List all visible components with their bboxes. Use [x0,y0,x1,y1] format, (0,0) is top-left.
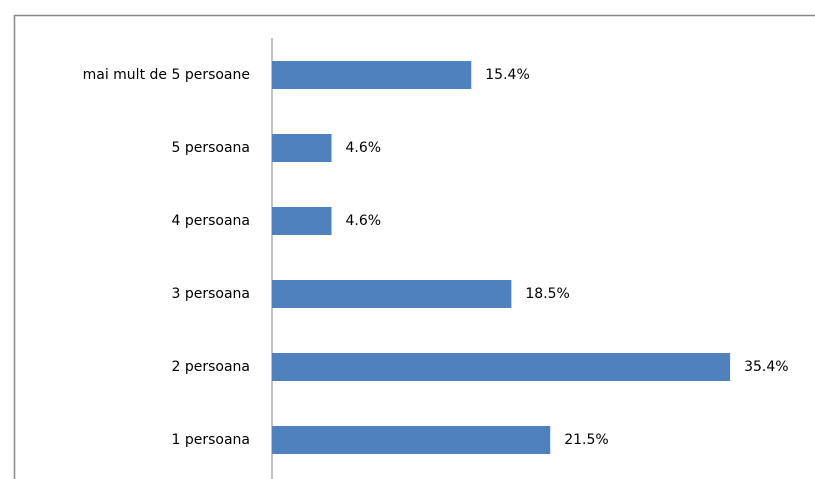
bar [272,426,551,454]
category-label: 2 persoana [171,359,250,375]
bar [272,207,332,235]
bar [272,134,332,162]
value-label: 15.4% [485,67,529,83]
category-label: 1 persoana [171,432,250,448]
bar [272,61,472,89]
value-label: 18.5% [525,286,569,302]
category-label: 4 persoana [171,213,250,229]
category-label: 5 persoana [171,140,250,156]
value-label: 4.6% [346,140,382,156]
value-label: 4.6% [346,213,382,229]
chart-frame [13,14,815,479]
category-label: mai mult de 5 persoane [83,67,250,83]
category-label: 3 persoana [171,286,250,302]
value-label: 35.4% [744,359,788,375]
value-label: 21.5% [564,432,608,448]
bar [272,280,512,308]
bar [272,353,731,381]
